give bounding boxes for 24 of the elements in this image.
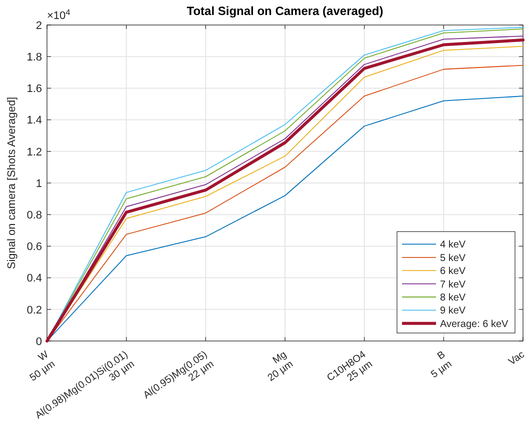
y-tick-label: 0.4 — [26, 272, 42, 285]
y-tick-label: 1.8 — [26, 51, 42, 64]
legend-label: 5 keV — [440, 252, 466, 264]
legend-label: 9 keV — [440, 306, 466, 317]
y-tick-label: 0.8 — [26, 209, 42, 222]
y-tick-label: 1.2 — [26, 146, 42, 158]
legend-label: Average: 6 keV — [440, 318, 509, 330]
y-tick-label: 1 — [36, 178, 42, 190]
y-tick-label: 1.4 — [26, 114, 42, 127]
x-tick-label: Mg 20 µm — [266, 349, 296, 384]
y-tick-label: 0.2 — [26, 304, 42, 316]
chart-title: Total Signal on Camera (averaged) — [186, 4, 384, 18]
text: ×10$^{4}$ — [47, 8, 71, 22]
legend-label: 7 keV — [440, 279, 466, 290]
x-tick-label: B 5 µm — [429, 349, 454, 381]
y-tick-label: 2 — [36, 20, 42, 32]
y-tick-label: 0 — [36, 336, 42, 348]
legend-label: 4 keV — [440, 240, 466, 251]
y-axis-title: Signal on camera [Shots Averaged] — [6, 96, 18, 270]
y-tick-label: 0.6 — [26, 241, 42, 254]
legend-label: 6 keV — [440, 266, 466, 278]
legend-label: 8 keV — [440, 292, 466, 304]
y-tick-label: 1.6 — [26, 83, 42, 96]
x-tick-label: Vac — [506, 349, 527, 368]
